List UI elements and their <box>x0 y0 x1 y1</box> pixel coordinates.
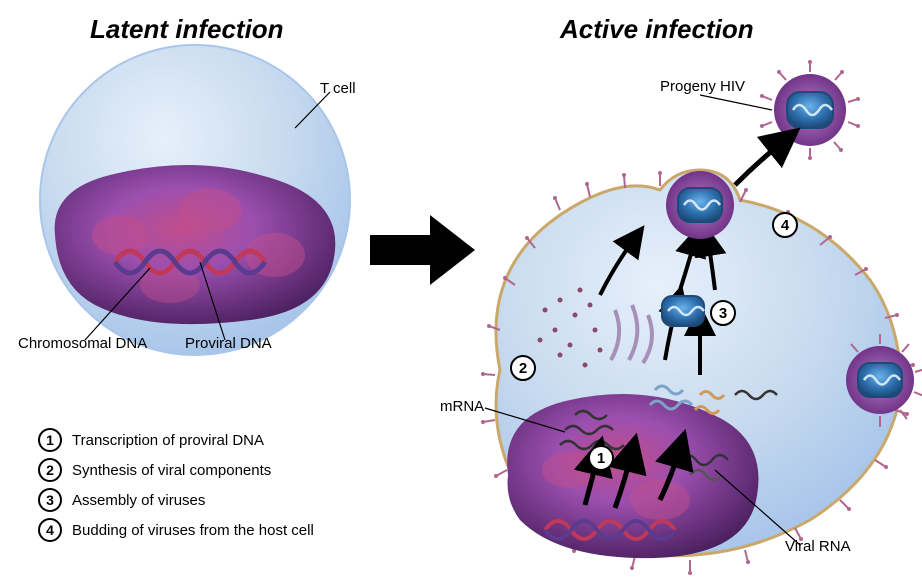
label-proviral: Proviral DNA <box>185 335 272 352</box>
legend-num-2: 2 <box>38 458 62 482</box>
legend-item-4: 4 Budding of viruses from the host cell <box>38 518 314 542</box>
legend-text-1: Transcription of proviral DNA <box>72 432 264 449</box>
legend-item-2: 2 Synthesis of viral components <box>38 458 314 482</box>
label-tcell: T cell <box>320 80 356 97</box>
legend-num-4: 4 <box>38 518 62 542</box>
latent-cell <box>40 45 350 355</box>
label-chromosomal: Chromosomal DNA <box>18 335 147 352</box>
legend-num-1: 1 <box>38 428 62 452</box>
legend-item-1: 1 Transcription of proviral DNA <box>38 428 314 452</box>
legend-text-4: Budding of viruses from the host cell <box>72 522 314 539</box>
title-active: Active infection <box>560 14 754 45</box>
budding-virion <box>666 171 734 239</box>
step-badge-3: 3 <box>710 300 736 326</box>
legend-text-2: Synthesis of viral components <box>72 462 271 479</box>
capsid-assembly <box>662 296 704 326</box>
title-latent: Latent infection <box>90 14 284 45</box>
transition-arrow <box>370 215 475 285</box>
legend-item-3: 3 Assembly of viruses <box>38 488 314 512</box>
legend: 1 Transcription of proviral DNA 2 Synthe… <box>38 428 314 548</box>
label-mrna: mRNA <box>440 398 484 415</box>
label-viralrna: Viral RNA <box>785 538 851 555</box>
active-cell <box>481 60 922 575</box>
step-badge-1: 1 <box>588 445 614 471</box>
step-badge-2: 2 <box>510 355 536 381</box>
legend-text-3: Assembly of viruses <box>72 492 205 509</box>
label-progeny: Progeny HIV <box>660 78 745 95</box>
step-badge-4: 4 <box>772 212 798 238</box>
legend-num-3: 3 <box>38 488 62 512</box>
